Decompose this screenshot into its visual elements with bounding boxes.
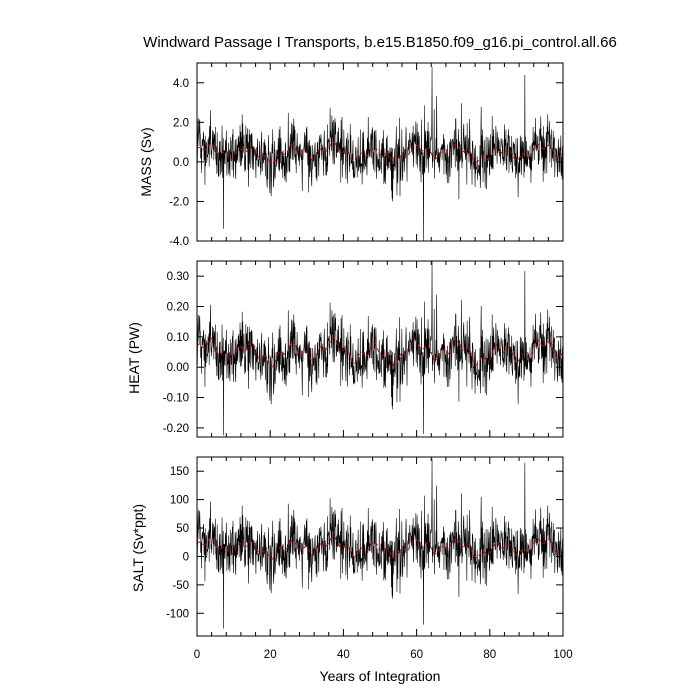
y-tick-label: -100: [166, 608, 189, 620]
y-tick-label: 4.0: [173, 78, 189, 90]
raw-series-line: [196, 458, 564, 629]
y-tick-label: -4.0: [169, 236, 189, 248]
plot-frame: [196, 456, 564, 637]
y-tick-label: 0: [183, 551, 189, 563]
ylabel-salt: SALT (Sv*ppt): [130, 504, 146, 592]
plot-area-salt: 150 100 50 0 -50 -100 0 20 40 60 80 100: [166, 456, 573, 661]
y-tick-label: 150: [170, 466, 189, 478]
y-tick-label: -50: [172, 580, 189, 592]
y-tick-label: -2.0: [169, 196, 189, 208]
x-tick-label: 20: [264, 649, 277, 661]
x-tick-label: 0: [194, 649, 200, 661]
raw-series-line: [196, 66, 564, 242]
x-tick-label: 40: [337, 649, 350, 661]
y-tick-label: 0.30: [167, 271, 189, 283]
x-tick-label: 60: [410, 649, 423, 661]
y-tick-label: -0.10: [163, 393, 189, 405]
smoothed-series-line: [196, 536, 563, 560]
raw-series-line: [196, 260, 564, 436]
y-tick-label: -0.20: [163, 423, 189, 435]
plot-frame: [196, 260, 564, 438]
y-tick-label: 2.0: [173, 117, 189, 129]
smoothed-series-line: [196, 141, 563, 164]
x-tick-label: 100: [553, 649, 572, 661]
y-tick-label: 50: [176, 523, 189, 535]
y-tick-label: 0.10: [167, 332, 189, 344]
plot-area-heat: 0.30 0.20 0.10 0.00 -0.10 -0.20: [163, 260, 564, 438]
ylabel-mass: MASS (Sv): [138, 127, 154, 196]
y-tick-label: 100: [170, 495, 189, 507]
y-tick-label: 0.20: [167, 302, 189, 314]
y-tick-label: 0.00: [167, 362, 189, 374]
y-tick-label: 0.0: [173, 157, 189, 169]
panel-heat: HEAT (PW) 0.30 0.20 0.10 0.00 -0.10 -0.20: [126, 260, 564, 438]
ylabel-heat: HEAT (PW): [126, 322, 142, 394]
plot-frame: [196, 62, 564, 242]
plot-area-mass: 4.0 2.0 0.0 -2.0 -4.0: [169, 62, 564, 248]
panel-mass: MASS (Sv) 4.0 2.0 0.0 -2.0 -4.0: [138, 62, 564, 248]
chart-title: Windward Passage I Transports, b.e15.B18…: [143, 34, 617, 51]
x-tick-label: 80: [483, 649, 496, 661]
x-axis-label: Years of Integration: [320, 668, 441, 684]
